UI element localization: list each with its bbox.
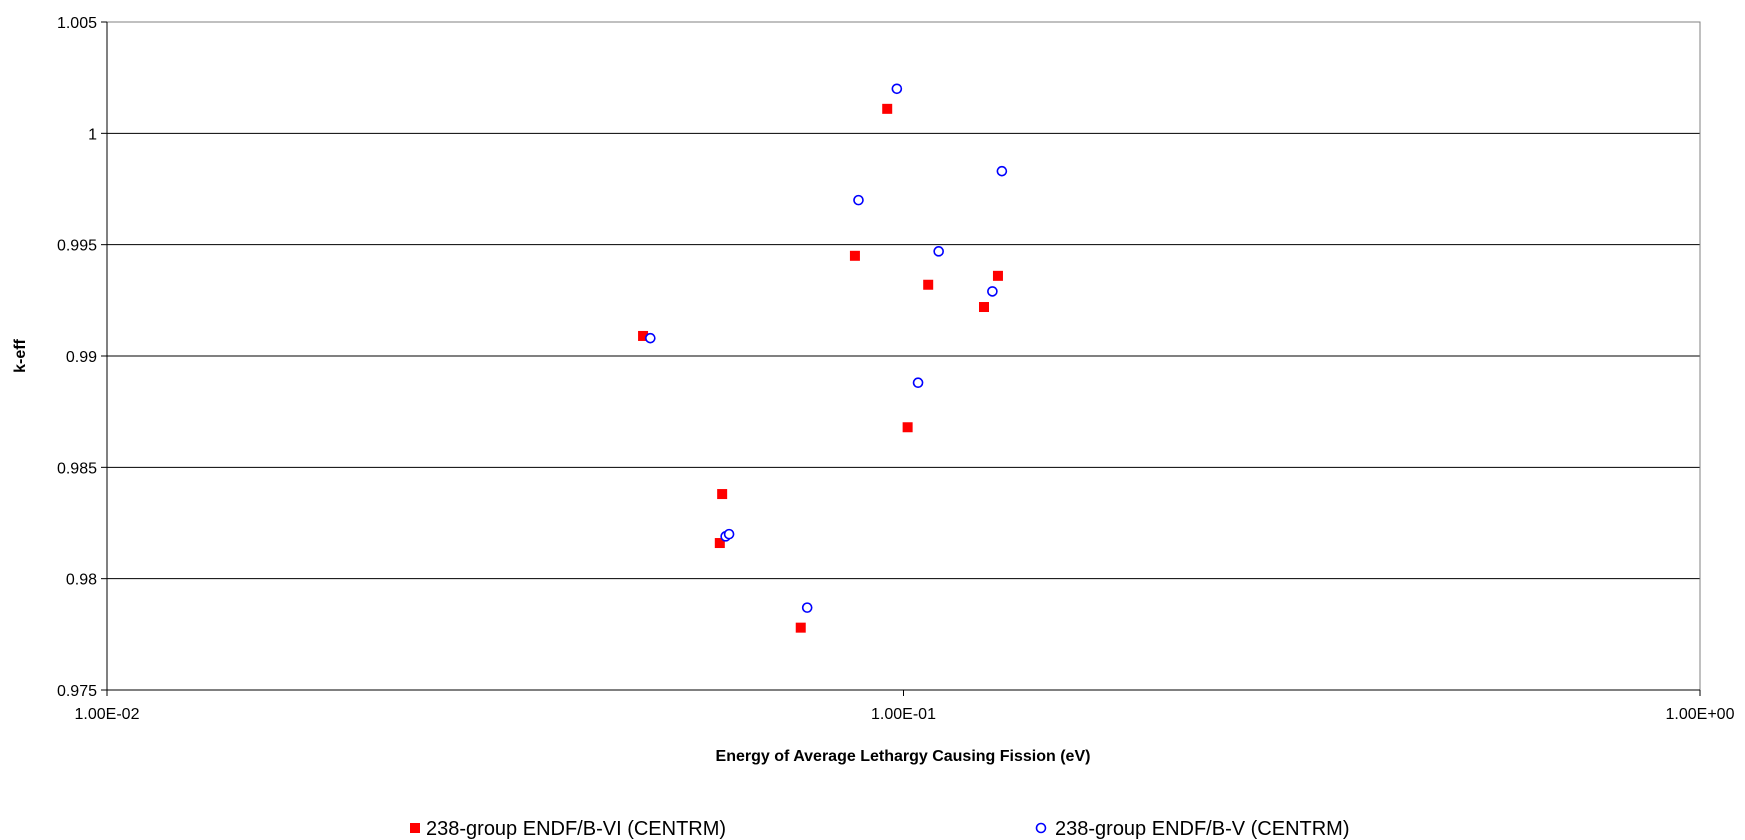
x-tick-label: 1.00E+00 [1666, 706, 1735, 723]
data-point-square [795, 622, 806, 633]
data-point-square [717, 489, 728, 500]
data-point-square [714, 538, 725, 549]
data-point-square [882, 103, 893, 114]
data-point-square [923, 279, 934, 290]
y-tick-label: 0.995 [57, 238, 97, 255]
legend-label-endfb-v: 238-group ENDF/B-V (CENTRM) [1055, 818, 1350, 840]
legend-label-endfb-vi: 238-group ENDF/B-VI (CENTRM) [426, 818, 726, 840]
y-tick-label: 0.99 [66, 349, 97, 366]
legend-marker-circle [1035, 822, 1047, 834]
data-point-circle [933, 246, 944, 257]
data-point-circle [912, 377, 924, 389]
y-tick-labels: 0.975 0.98 0.985 0.99 0.995 1 1.005 [57, 15, 97, 700]
x-tick-labels: 1.00E-02 1.00E-01 1.00E+00 [75, 706, 1735, 723]
data-point-circle [801, 602, 813, 613]
data-point-square [978, 302, 989, 313]
data-point-circle [996, 165, 1008, 177]
legend-item-endfb-v: 238-group ENDF/B-V (CENTRM) [1035, 818, 1350, 840]
x-axis-title: Energy of Average Lethargy Causing Fissi… [716, 748, 1091, 765]
data-point-circle [645, 332, 656, 344]
data-point-circle [891, 83, 903, 95]
data-point-circle [853, 194, 864, 206]
y-tick-label: 0.985 [57, 460, 97, 477]
axes [101, 21, 1701, 696]
y-tick-label: 1.005 [57, 15, 97, 32]
y-tick-label: 0.98 [66, 572, 97, 589]
x-tick-label: 1.00E-02 [75, 706, 140, 723]
data-point-circle [987, 286, 998, 297]
data-point-square [902, 422, 913, 433]
y-tick-label: 0.975 [57, 683, 97, 700]
data-point-square [849, 250, 860, 261]
y-axis-title: k-eff [12, 338, 29, 372]
series-2 [645, 83, 1008, 613]
data-point-circle [723, 528, 735, 540]
legend-marker-square [410, 823, 420, 833]
x-tick-label: 1.00E-01 [871, 706, 936, 723]
legend-item-endfb-vi: 238-group ENDF/B-VI (CENTRM) [410, 818, 726, 840]
grid-lines [107, 21, 1700, 580]
legend: 238-group ENDF/B-VI (CENTRM) 238-group E… [410, 818, 1350, 840]
data-marks [638, 83, 1008, 633]
data-point-square [992, 270, 1003, 281]
data-point-square [638, 330, 649, 341]
y-tick-label: 1 [88, 126, 97, 143]
series-1 [638, 103, 1003, 633]
